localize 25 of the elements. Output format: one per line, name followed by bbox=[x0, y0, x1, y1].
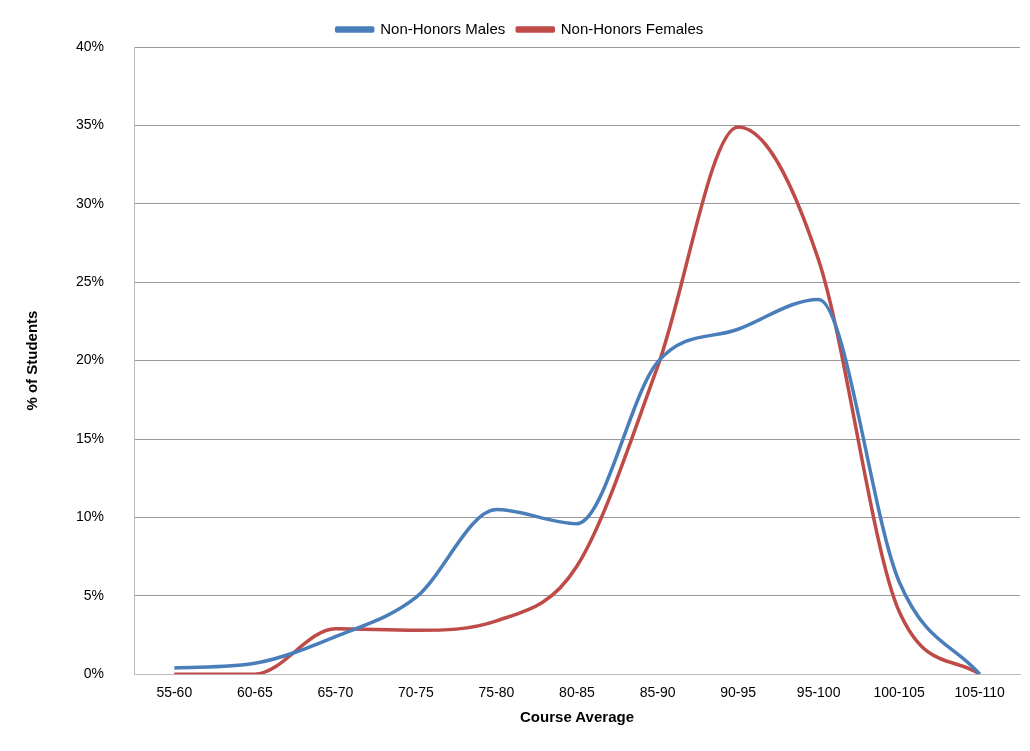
legend-label: Non-Honors Males bbox=[380, 19, 506, 37]
x-tick-label: 100-105 bbox=[873, 684, 926, 701]
x-tick-label: 80-85 bbox=[559, 684, 596, 701]
line-series bbox=[172, 297, 982, 675]
legend-label: Non-Honors Females bbox=[560, 19, 704, 37]
y-tick-label: 0% bbox=[83, 665, 105, 682]
y-tick-label: 20% bbox=[75, 351, 105, 368]
x-tick-label: 55-60 bbox=[156, 684, 193, 701]
y-tick-label: 40% bbox=[75, 37, 105, 54]
y-tick-label: 5% bbox=[83, 586, 105, 603]
x-tick-label: 60-65 bbox=[236, 684, 273, 701]
x-tick-label: 105-110 bbox=[954, 684, 1006, 701]
x-tick-label: 65-70 bbox=[317, 684, 354, 701]
x-tick-label: 90-95 bbox=[720, 684, 757, 701]
x-tick-label: 95-100 bbox=[796, 684, 841, 701]
x-tick-label: 70-75 bbox=[398, 684, 435, 701]
y-tick-label: 15% bbox=[75, 429, 105, 446]
y-tick-label: 10% bbox=[75, 508, 105, 525]
x-axis-title: Course Average bbox=[520, 708, 634, 726]
x-tick-label: 75-80 bbox=[478, 684, 515, 701]
y-axis-title: % of Students bbox=[23, 310, 41, 411]
y-tick-label: 25% bbox=[75, 273, 105, 290]
x-tick-label: 85-90 bbox=[639, 684, 676, 701]
y-tick-label: 35% bbox=[75, 116, 105, 133]
y-tick-label: 30% bbox=[75, 194, 105, 211]
